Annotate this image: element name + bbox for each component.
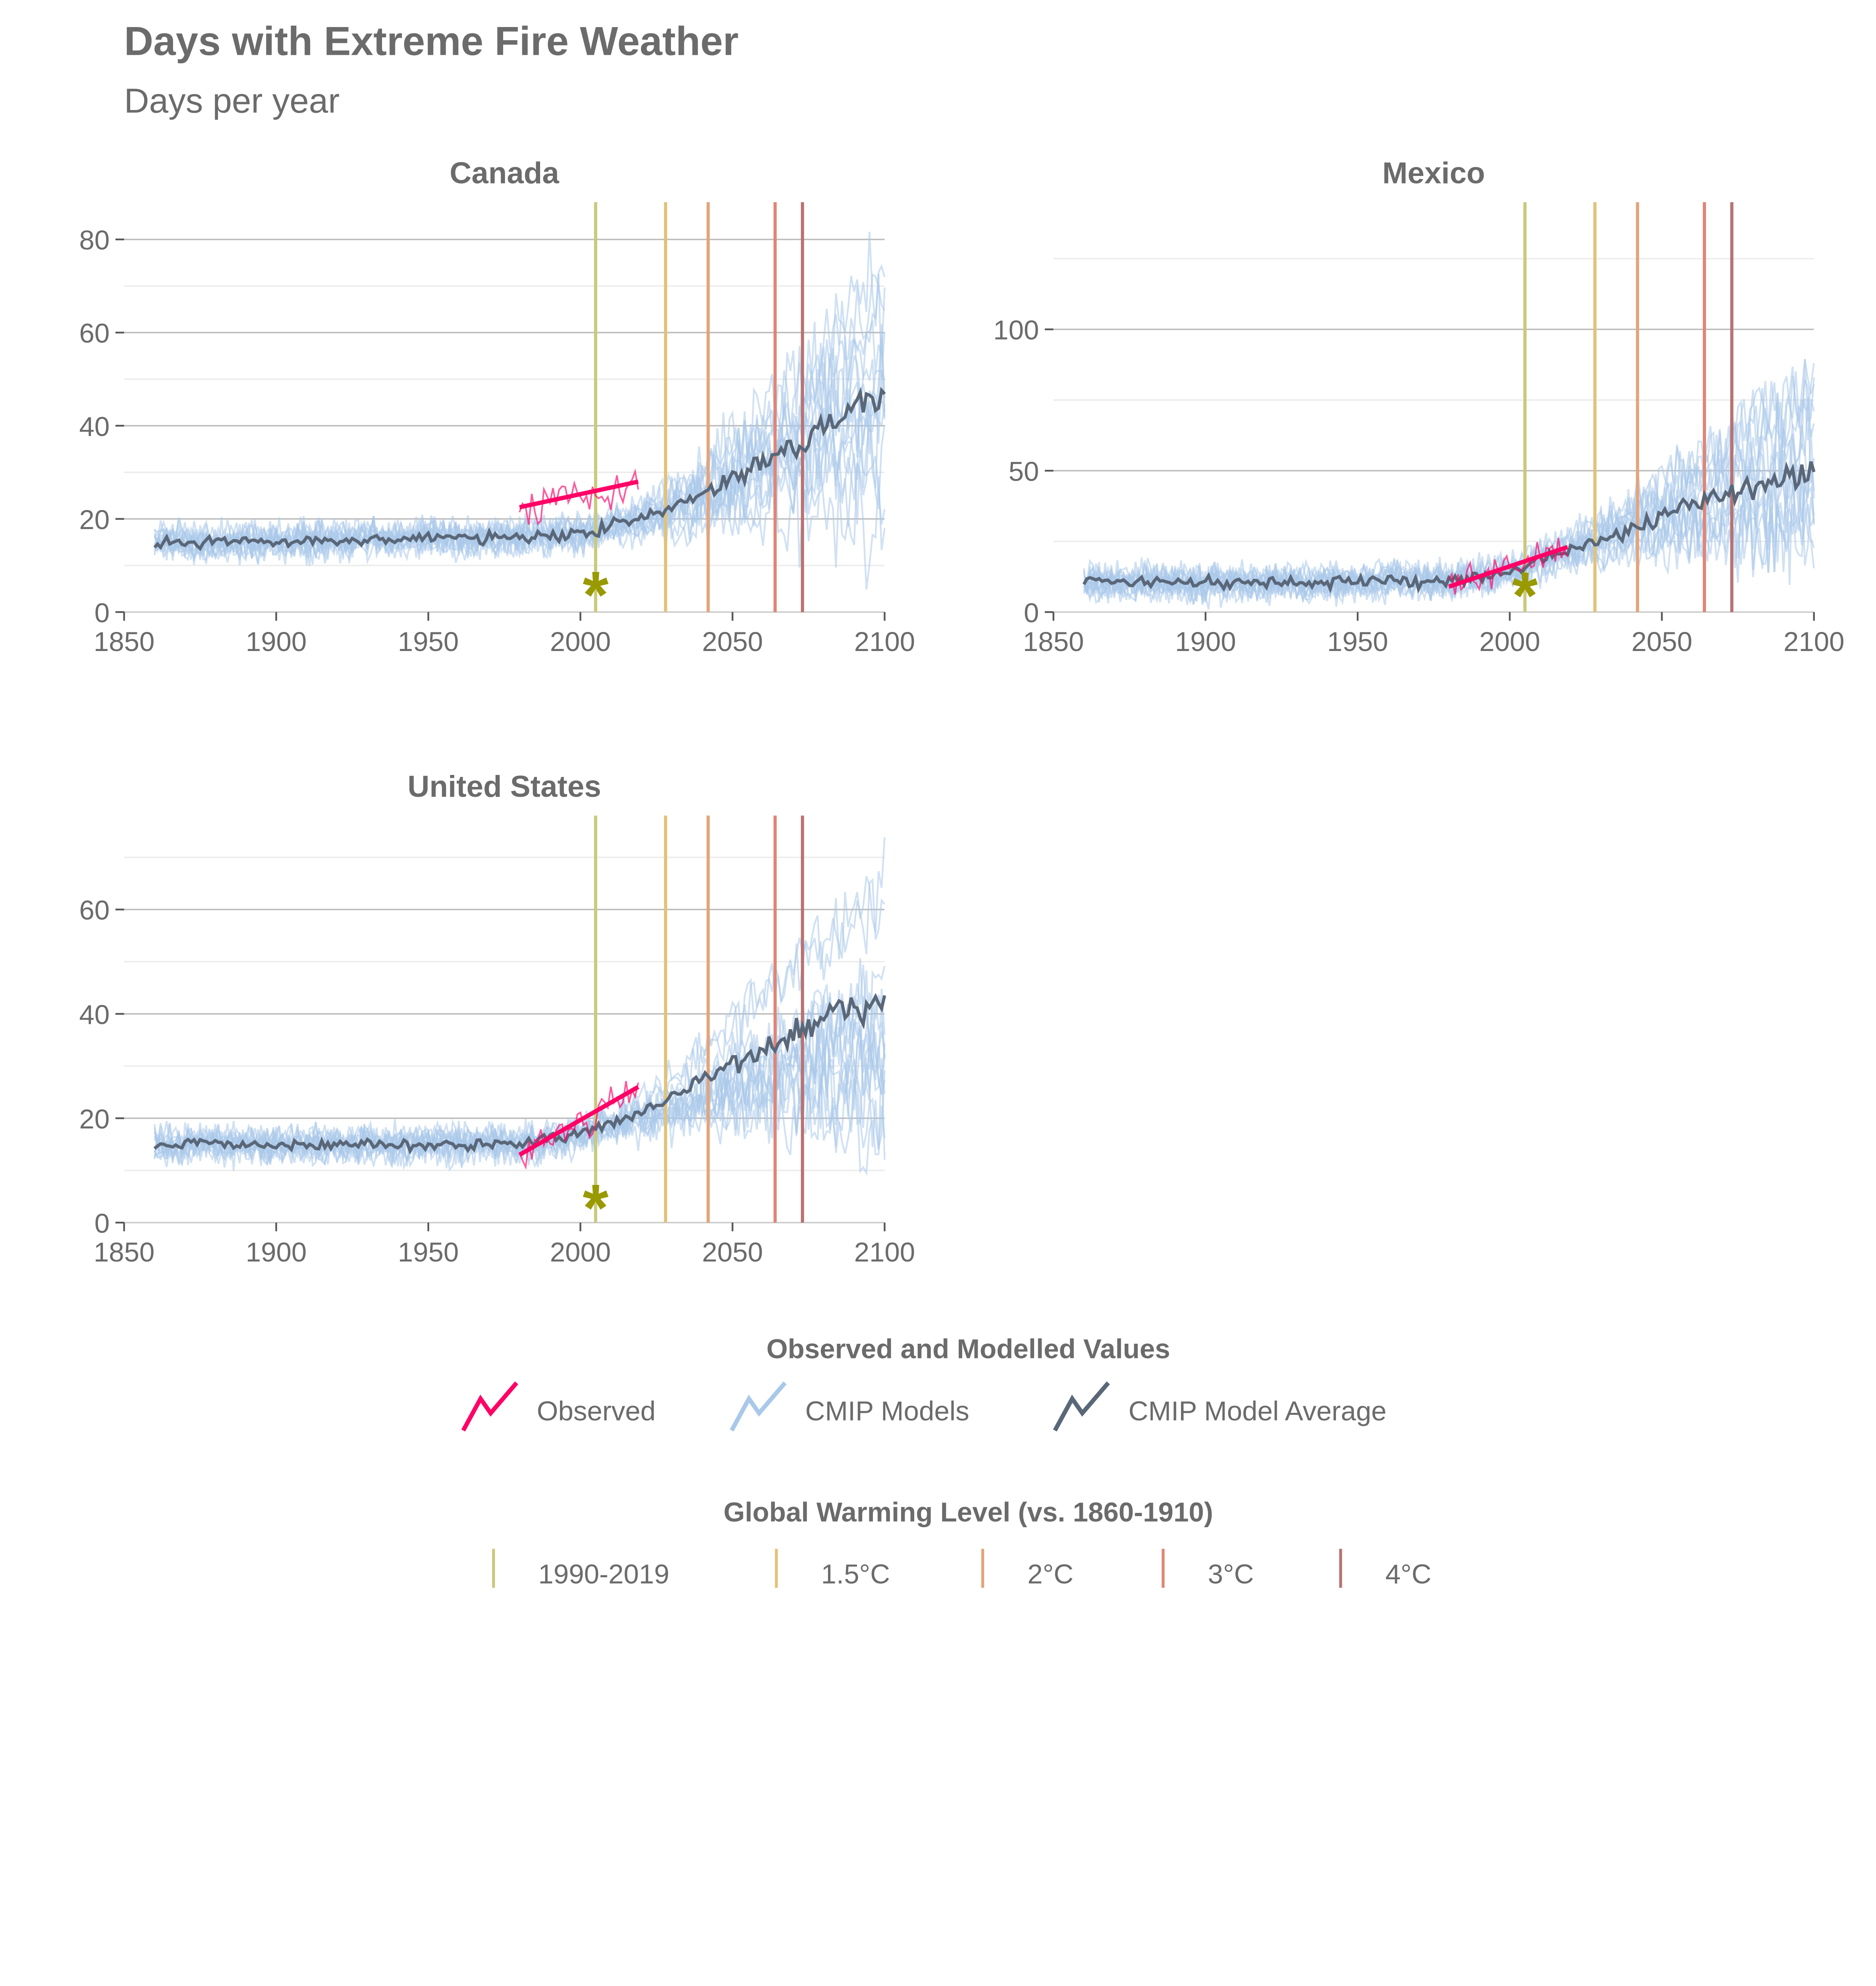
cmip-model-line <box>1083 429 1815 603</box>
warming-level-legend-label: 4°C <box>1385 1559 1431 1590</box>
y-tick-label: 0 <box>95 1208 110 1239</box>
panel-title: United States <box>407 770 601 804</box>
reference-star-icon: * <box>583 558 608 632</box>
reference-star-icon: * <box>1512 559 1538 633</box>
fire-weather-chart: Days with Extreme Fire Weather Days per … <box>79 18 1844 1590</box>
x-tick-label: 2100 <box>1783 626 1845 657</box>
warming-level-legend-label: 1990-2019 <box>538 1559 669 1590</box>
y-tick-label: 60 <box>79 318 110 349</box>
panel-mexico: Mexico 0 50 100 1850 1900 1950 2000 2050 2100 * <box>993 156 1844 657</box>
warming-level-legend-label: 2°C <box>1027 1559 1073 1590</box>
cmip-model-line <box>154 369 886 565</box>
observed-trend-line <box>519 479 639 510</box>
x-tick-label: 1950 <box>398 1236 459 1267</box>
panel-united-states: United States 0 20 40 60 1850 1900 1950 2000 2050… <box>79 770 915 1267</box>
reference-star-icon: * <box>583 1171 608 1245</box>
panel-title: Mexico <box>1382 156 1485 190</box>
y-tick-label: 40 <box>79 999 110 1030</box>
observed-trend-line <box>518 1085 639 1157</box>
y-tick-label: 40 <box>79 411 110 442</box>
warming-level-legend-label: 3°C <box>1208 1559 1254 1590</box>
cmip-model-line <box>154 1066 886 1176</box>
y-tick-label: 50 <box>1009 456 1039 487</box>
chart-title: Days with Extreme Fire Weather <box>124 18 739 64</box>
warming-level-legend-label: 1.5°C <box>821 1559 890 1590</box>
cmip-average-legend-icon <box>1053 1381 1110 1432</box>
x-tick-label: 1900 <box>246 1236 307 1267</box>
panel-title: Canada <box>450 156 559 190</box>
x-tick-label: 1900 <box>1175 626 1236 657</box>
y-tick-label: 60 <box>79 894 110 925</box>
x-tick-label: 2050 <box>1631 626 1693 657</box>
x-tick-label: 1850 <box>94 626 155 657</box>
legend-cmip-average: CMIP Model Average <box>1129 1395 1387 1426</box>
legend-observed: Observed <box>537 1395 656 1426</box>
chart-subtitle: Days per year <box>124 82 340 120</box>
cmip-average-line <box>153 993 886 1155</box>
observed-line <box>519 1081 639 1170</box>
legend2-title: Global Warming Level (vs. 1860-1910) <box>724 1496 1213 1527</box>
y-tick-label: 0 <box>1024 597 1039 628</box>
x-tick-label: 1950 <box>398 626 459 657</box>
y-tick-label: 100 <box>993 315 1039 346</box>
x-tick-label: 1850 <box>1023 626 1084 657</box>
x-tick-label: 2000 <box>550 1236 611 1267</box>
observed-legend-icon <box>461 1381 519 1432</box>
legend-observed-modelled: Observed and Modelled Values Observed CM… <box>461 1333 1387 1432</box>
x-tick-label: 2050 <box>702 626 763 657</box>
x-tick-label: 1950 <box>1327 626 1388 657</box>
y-tick-label: 0 <box>95 597 110 628</box>
y-tick-label: 80 <box>79 224 110 255</box>
y-tick-label: 20 <box>79 1103 110 1134</box>
cmip-average-line <box>1082 461 1816 594</box>
legend-cmip-models: CMIP Models <box>805 1395 969 1426</box>
observed-trend-line <box>1448 545 1568 589</box>
legend-warming-levels: Global Warming Level (vs. 1860-1910) 199… <box>492 1496 1431 1590</box>
cmip-model-line <box>154 1022 886 1168</box>
legend1-title: Observed and Modelled Values <box>766 1333 1170 1364</box>
x-tick-label: 2100 <box>854 1236 915 1267</box>
cmip-model-line <box>154 878 886 1168</box>
x-tick-label: 1900 <box>246 626 307 657</box>
x-tick-label: 2000 <box>550 626 611 657</box>
panel-canada: Canada 0 20 40 60 80 1850 1900 1950 2000 2050 2100 * <box>79 156 915 657</box>
cmip-model-line <box>154 1024 886 1167</box>
x-tick-label: 1850 <box>94 1236 155 1267</box>
x-tick-label: 2100 <box>854 626 915 657</box>
y-tick-label: 20 <box>79 504 110 535</box>
x-tick-label: 2050 <box>702 1236 763 1267</box>
observed-line <box>1448 538 1569 595</box>
cmip-models-legend-icon <box>730 1381 787 1432</box>
cmip-average-line <box>153 386 886 551</box>
x-tick-label: 2000 <box>1479 626 1540 657</box>
